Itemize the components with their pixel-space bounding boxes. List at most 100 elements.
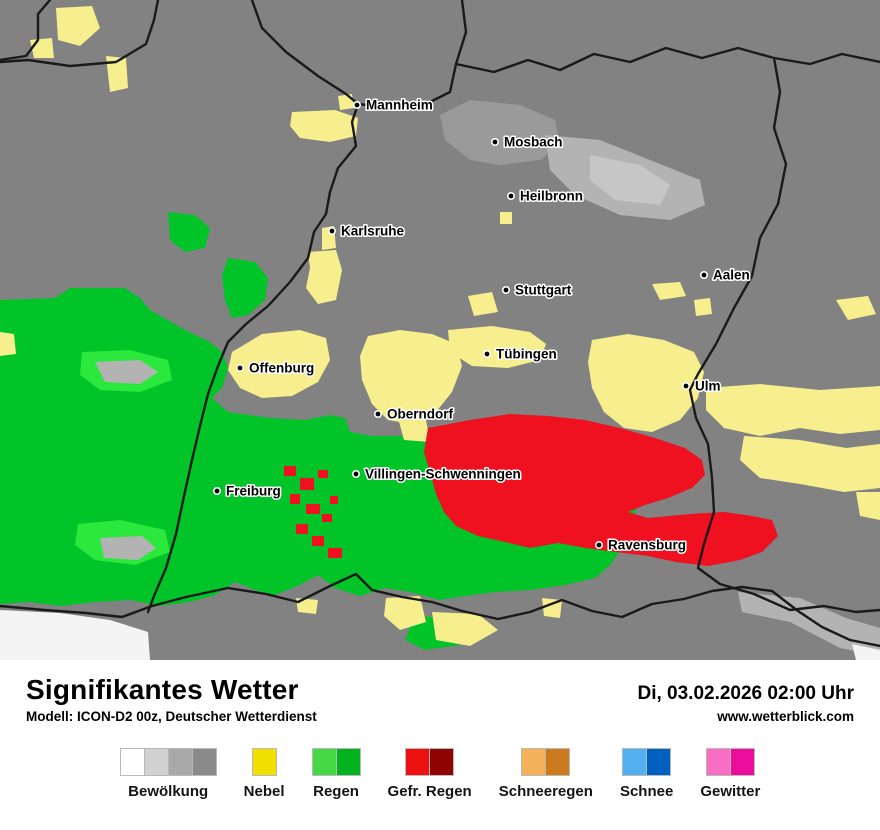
city-dot — [213, 486, 222, 495]
fog-patch — [588, 334, 704, 432]
city-marker-t-bingen: Tübingen — [482, 345, 558, 363]
city-label: Tübingen — [496, 347, 557, 362]
website-url: www.wetterblick.com — [717, 709, 854, 724]
border-line — [772, 52, 880, 66]
freezing-rain-specks — [284, 466, 342, 558]
city-marker-mosbach: Mosbach — [490, 133, 564, 151]
weather-map: Mannheim Mosbach Heilbronn Karlsruhe Stuttga… — [0, 0, 880, 660]
legend-item-nebel: Nebel — [244, 748, 285, 800]
legend-swatch — [521, 748, 547, 776]
fog-patch — [338, 94, 354, 110]
fog-patch — [468, 292, 498, 316]
legend-swatch — [429, 748, 455, 776]
freezing-rain-areas — [284, 414, 778, 566]
page-title: Signifikantes Wetter — [26, 674, 299, 705]
legend-swatch — [705, 748, 731, 776]
cloud-patch — [440, 100, 560, 165]
city-label: Stuttgart — [515, 283, 572, 298]
legend-label: Nebel — [243, 783, 285, 800]
city-dot — [501, 285, 510, 294]
city-dot — [352, 101, 361, 110]
fog-patch — [694, 298, 712, 316]
fog-patch — [360, 330, 462, 424]
city-marker-heilbronn: Heilbronn — [506, 187, 585, 205]
city-dot — [236, 363, 245, 372]
legend-swatch — [646, 748, 672, 776]
city-marker-freiburg: Freiburg — [213, 482, 282, 500]
legend-item-schneeregen: Schneeregen — [499, 748, 593, 800]
legend: Bewölkung Nebel Regen Gefr. Regen Schneerege… — [26, 748, 854, 800]
legend-swatch — [311, 748, 337, 776]
border-line — [146, 0, 360, 614]
fog-patch — [836, 296, 876, 320]
legend-swatch — [335, 748, 361, 776]
city-marker-aalen: Aalen — [699, 266, 751, 284]
legend-swatch — [622, 748, 648, 776]
city-label: Mosbach — [504, 135, 563, 150]
rain-area — [222, 258, 268, 318]
fog-patch — [740, 436, 880, 492]
city-dot — [327, 227, 336, 236]
cloud-patch — [590, 155, 670, 205]
fog-patches — [0, 6, 880, 646]
legend-swatches — [622, 748, 672, 776]
legend-swatches — [311, 748, 361, 776]
legend-label: Gefr. Regen — [387, 783, 472, 800]
legend-label: Bewölkung — [128, 783, 209, 800]
legend-swatches — [119, 748, 217, 776]
legend-swatches — [405, 748, 455, 776]
fog-patch — [500, 212, 512, 224]
border-line — [0, 0, 52, 62]
footer-meta-row: Modell: ICON-D2 00z, Deutscher Wetterdie… — [26, 709, 854, 724]
city-marker-offenburg: Offenburg — [236, 359, 316, 377]
fog-patch — [30, 38, 54, 58]
city-label: Aalen — [713, 268, 750, 283]
city-dot — [490, 138, 499, 147]
city-dot — [699, 270, 708, 279]
legend-item-gewitter: Gewitter — [700, 748, 760, 800]
city-dot — [373, 409, 382, 418]
map-svg: Mannheim Mosbach Heilbronn Karlsruhe Stuttga… — [0, 0, 880, 660]
city-label: Oberndorf — [387, 407, 454, 422]
legend-item-schnee: Schnee — [620, 748, 673, 800]
legend-swatches — [521, 748, 571, 776]
freezing-rain-area-main — [424, 414, 778, 566]
fog-patch — [296, 598, 318, 614]
city-marker-mannheim: Mannheim — [352, 96, 434, 114]
city-dot — [681, 381, 690, 390]
legend-swatch — [729, 748, 755, 776]
city-label: Ravensburg — [608, 538, 686, 553]
fog-patch — [384, 596, 426, 630]
city-marker-karlsruhe: Karlsruhe — [327, 222, 406, 240]
legend-swatch — [251, 748, 277, 776]
city-label: Heilbronn — [520, 189, 583, 204]
city-markers: Mannheim Mosbach Heilbronn Karlsruhe Stuttga… — [213, 96, 751, 554]
fog-patch — [398, 418, 430, 442]
fog-patch — [448, 326, 546, 368]
legend-swatch — [191, 748, 217, 776]
city-marker-ravensburg: Ravensburg — [594, 536, 688, 554]
legend-item-bew-lkung: Bewölkung — [119, 748, 217, 800]
cloud-patch-in-rain — [95, 360, 158, 384]
legend-swatch — [545, 748, 571, 776]
fog-patch — [56, 6, 100, 46]
fog-patch — [856, 492, 880, 520]
legend-swatches — [705, 748, 755, 776]
border-line — [0, 0, 160, 68]
legend-swatch — [143, 748, 169, 776]
legend-label: Schneeregen — [498, 783, 593, 800]
city-label: Mannheim — [366, 98, 433, 113]
fog-patch — [652, 282, 686, 300]
legend-label: Regen — [313, 783, 359, 800]
legend-swatch — [167, 748, 193, 776]
legend-swatch — [119, 748, 145, 776]
city-dot — [482, 349, 491, 358]
fog-patch — [106, 56, 128, 92]
fog-patch — [706, 384, 880, 436]
cloud-patches — [440, 100, 880, 656]
fog-patch — [228, 330, 330, 398]
model-info: Modell: ICON-D2 00z, Deutscher Wetterdie… — [26, 709, 317, 724]
city-marker-villingen-schwenningen: Villingen-Schwenningen — [351, 465, 522, 483]
footer-title-row: Signifikantes Wetter Di, 03.02.2026 02:0… — [26, 674, 854, 706]
city-dot — [351, 469, 360, 478]
